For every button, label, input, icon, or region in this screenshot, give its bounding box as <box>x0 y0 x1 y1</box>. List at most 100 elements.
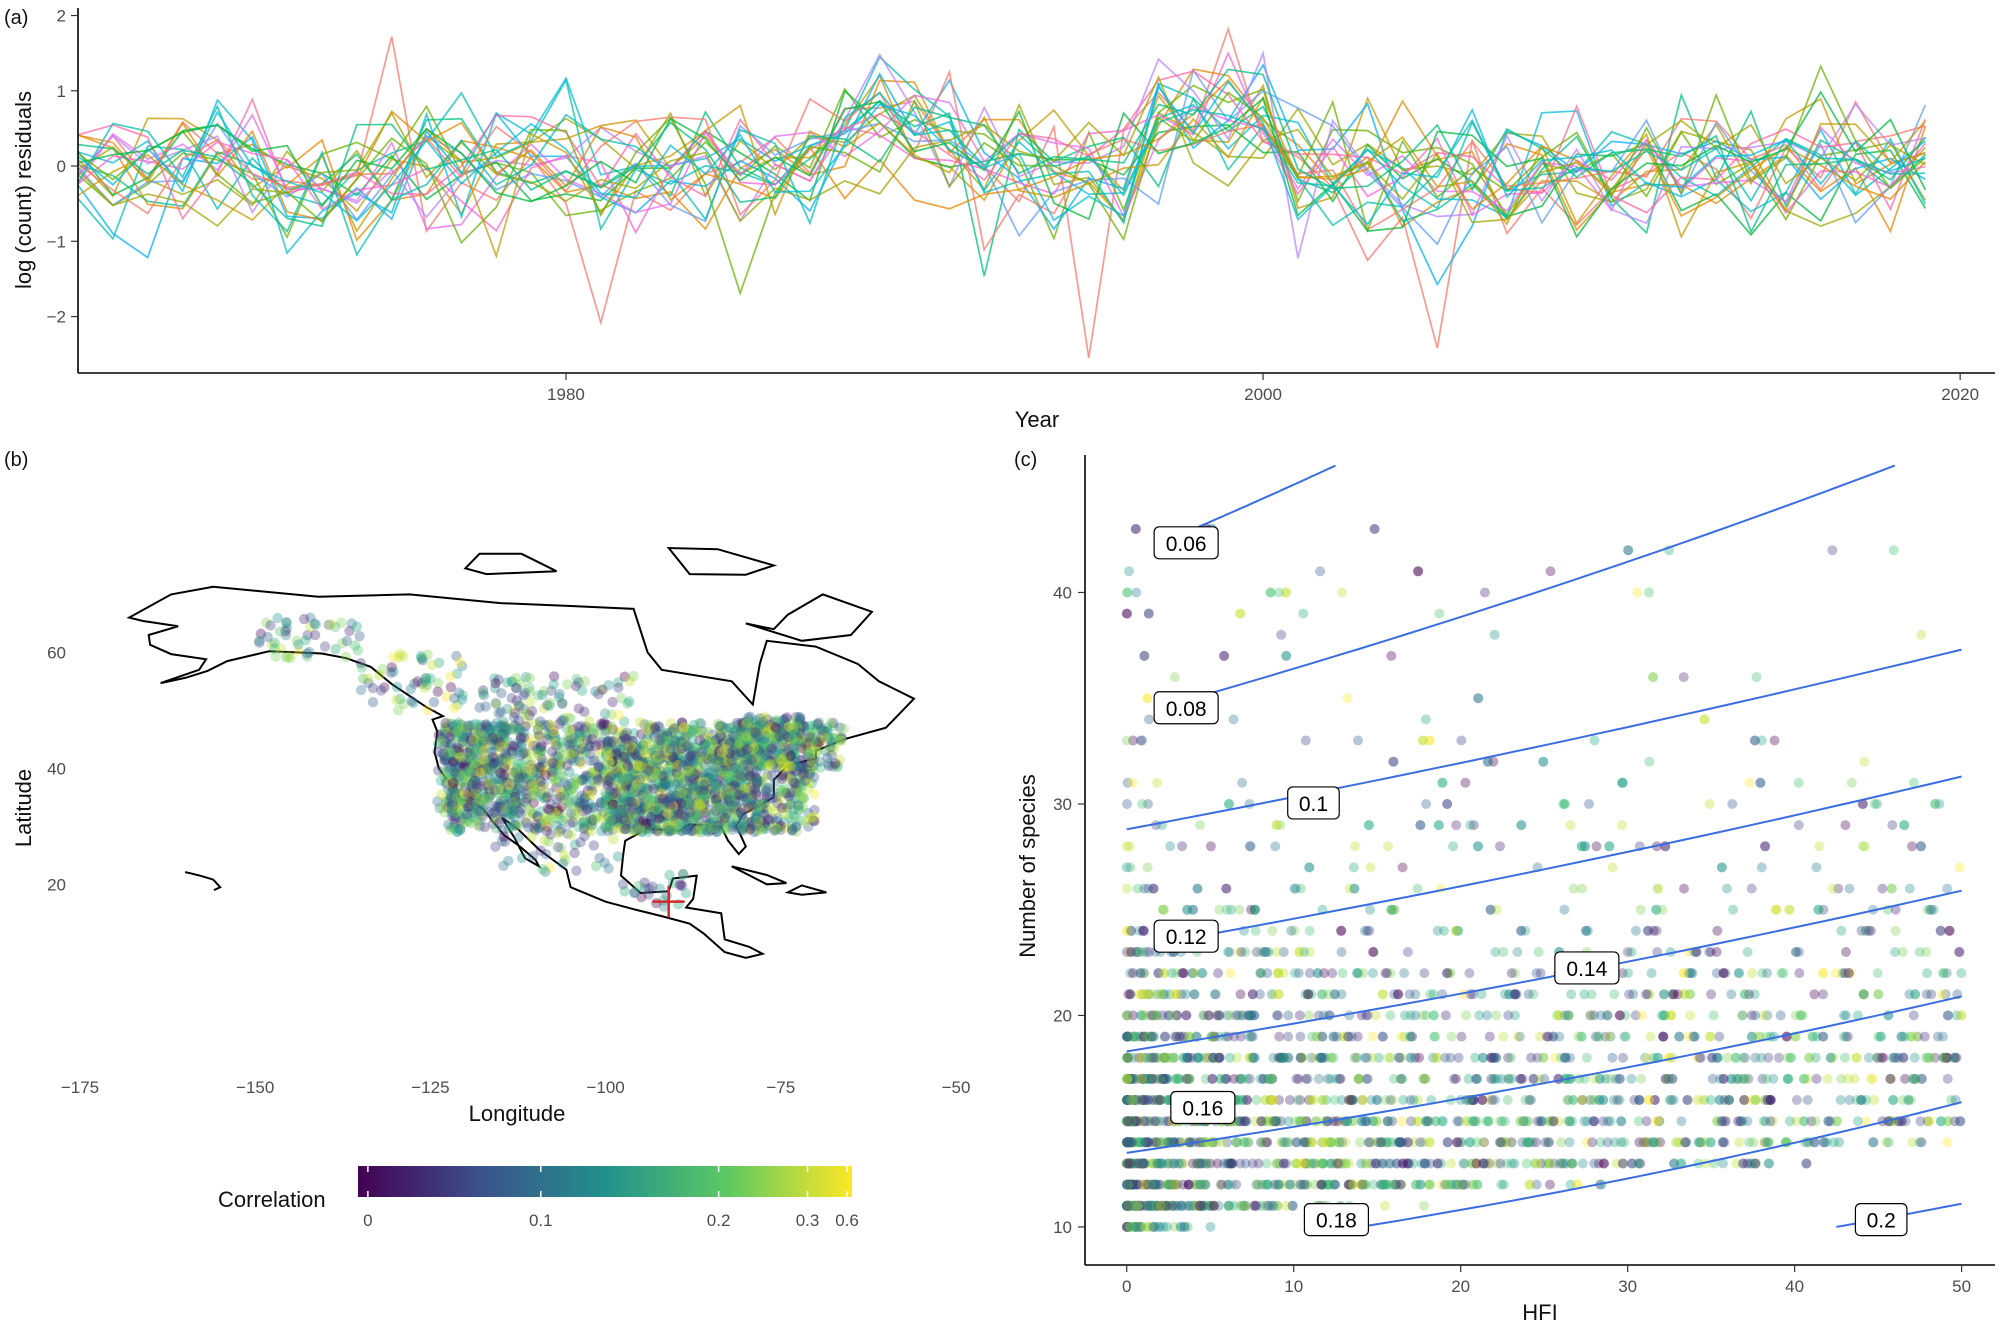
site-point <box>630 808 641 820</box>
site-point <box>619 775 631 786</box>
site-point <box>709 746 720 757</box>
site-point <box>498 769 509 781</box>
site-point <box>604 808 616 819</box>
site-point <box>521 748 533 760</box>
site-point <box>552 842 564 853</box>
site-point <box>796 793 807 804</box>
site-point <box>711 794 722 805</box>
site-point <box>510 820 521 831</box>
hfi-point <box>1355 1137 1366 1148</box>
site-point <box>766 770 777 781</box>
site-point <box>517 748 529 759</box>
site-point <box>705 823 716 834</box>
site-point <box>710 761 722 772</box>
site-point <box>757 798 769 809</box>
site-point <box>797 791 808 803</box>
site-point <box>596 825 607 837</box>
hfi-point <box>1377 1031 1388 1042</box>
site-point <box>602 740 613 751</box>
site-point <box>617 779 628 790</box>
site-point <box>504 792 515 804</box>
site-point <box>698 799 709 810</box>
site-point <box>698 767 709 778</box>
site-point <box>567 740 578 751</box>
hfi-point <box>1237 777 1248 788</box>
site-point <box>631 764 642 776</box>
hfi-point <box>1386 650 1397 661</box>
site-point <box>394 648 406 660</box>
site-point <box>666 802 677 814</box>
site-point <box>641 803 652 814</box>
site-point <box>356 662 367 673</box>
site-point <box>491 804 503 815</box>
site-point <box>461 816 472 828</box>
hfi-point <box>1903 1095 1914 1105</box>
site-point <box>457 766 468 778</box>
site-point <box>645 800 656 811</box>
site-point <box>603 811 614 823</box>
site-point <box>472 738 483 749</box>
hfi-point <box>1236 947 1247 957</box>
site-point <box>493 776 504 788</box>
site-point <box>708 747 719 758</box>
site-point <box>532 744 543 755</box>
site-point <box>618 762 629 773</box>
site-point <box>638 807 650 819</box>
site-point <box>633 798 644 809</box>
site-point <box>768 753 779 764</box>
site-point <box>761 782 773 794</box>
site-point <box>534 762 545 773</box>
b-y-tick-label: 20 <box>47 875 66 894</box>
hfi-point <box>1856 1095 1867 1105</box>
site-point <box>646 762 657 773</box>
hfi-point <box>1351 1052 1362 1063</box>
site-point <box>555 768 566 780</box>
site-point <box>780 754 791 765</box>
site-point <box>739 720 750 731</box>
site-point <box>725 789 736 800</box>
site-point <box>517 762 528 773</box>
site-point <box>448 778 459 789</box>
site-point <box>698 780 710 792</box>
site-point <box>710 822 722 833</box>
site-point <box>508 712 520 723</box>
site-point <box>622 772 634 783</box>
hfi-point <box>1706 989 1717 1000</box>
site-point <box>544 804 555 815</box>
hfi-point <box>1811 862 1822 873</box>
site-point <box>471 819 482 830</box>
site-point <box>758 750 769 762</box>
hfi-point <box>1636 1073 1647 1084</box>
site-point <box>498 736 509 748</box>
site-point <box>781 786 793 797</box>
hfi-point <box>1300 735 1311 746</box>
site-point <box>573 728 585 740</box>
site-point <box>731 819 742 830</box>
site-point <box>549 730 560 742</box>
site-point <box>457 813 468 824</box>
hfi-point <box>1890 925 1901 936</box>
site-point <box>785 787 796 798</box>
site-point <box>519 747 530 758</box>
site-point <box>531 748 542 759</box>
site-point <box>559 777 570 788</box>
site-point <box>787 729 799 740</box>
site-point <box>480 719 491 730</box>
site-point <box>776 730 787 742</box>
site-point <box>725 790 736 802</box>
site-point <box>501 759 512 770</box>
hfi-point <box>1773 1052 1784 1063</box>
site-point <box>612 823 623 835</box>
hfi-point <box>1152 777 1163 788</box>
a-y-tick-label: −2 <box>47 308 66 327</box>
site-point <box>784 799 796 811</box>
site-point <box>653 742 664 753</box>
site-point <box>511 820 522 831</box>
site-point <box>776 753 788 764</box>
site-point <box>779 741 790 753</box>
hfi-point <box>1585 1010 1596 1021</box>
hfi-point <box>1385 1095 1396 1105</box>
site-point <box>582 825 593 836</box>
site-point <box>699 798 710 810</box>
hfi-point <box>1487 1095 1498 1105</box>
